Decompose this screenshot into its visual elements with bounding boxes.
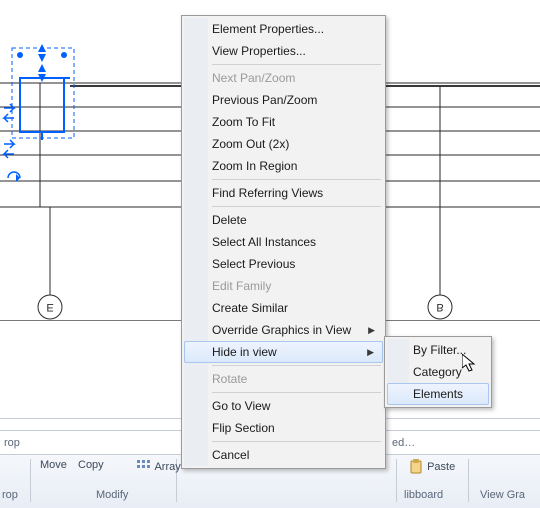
submenu-arrow-icon: ▶ (368, 319, 375, 341)
menu-item-next-pan-zoom: Next Pan/Zoom (184, 67, 383, 89)
grid-bubble: B (428, 295, 452, 319)
ribbon-panel-label: rop (2, 489, 18, 501)
ribbon-button[interactable]: Array (136, 459, 181, 475)
context-menu: Element Properties... View Properties...… (181, 15, 386, 469)
menu-item-edit-family: Edit Family (184, 275, 383, 297)
menu-item-hide-in-view[interactable]: Hide in view▶ (184, 341, 383, 363)
ribbon-button[interactable]: Copy (78, 459, 104, 471)
drag-arrow-icon[interactable] (38, 44, 46, 62)
ribbon-panel-label: rop (4, 437, 20, 449)
drag-arrow-icon[interactable] (38, 64, 46, 82)
menu-item-select-all-instances[interactable]: Select All Instances (184, 231, 383, 253)
submenu-item-elements[interactable]: Elements (387, 383, 489, 405)
menu-item-cancel[interactable]: Cancel (184, 444, 383, 466)
selected-element[interactable] (20, 78, 64, 132)
menu-item-go-to-view[interactable]: Go to View (184, 395, 383, 417)
menu-item-rotate: Rotate (184, 368, 383, 390)
array-icon (136, 459, 152, 475)
svg-text:B: B (436, 301, 443, 313)
menu-item-view-properties[interactable]: View Properties... (184, 40, 383, 62)
ribbon-panel-label: View Gra (480, 489, 525, 501)
menu-item-zoom-to-fit[interactable]: Zoom To Fit (184, 111, 383, 133)
ribbon-panel-label: ed… (392, 437, 415, 449)
menu-item-zoom-in-region[interactable]: Zoom In Region (184, 155, 383, 177)
menu-item-zoom-out-2x[interactable]: Zoom Out (2x) (184, 133, 383, 155)
svg-text:E: E (46, 301, 53, 313)
ribbon-button[interactable]: Move (40, 459, 67, 471)
menu-item-create-similar[interactable]: Create Similar (184, 297, 383, 319)
ribbon-panel-label: libboard (404, 489, 443, 501)
menu-item-flip-section[interactable]: Flip Section (184, 417, 383, 439)
grip-handle[interactable] (61, 52, 67, 58)
menu-item-override-graphics[interactable]: Override Graphics in View▶ (184, 319, 383, 341)
menu-item-delete[interactable]: Delete (184, 209, 383, 231)
grip-handle[interactable] (17, 52, 23, 58)
submenu-hide-in-view: By Filter... Category Elements (384, 336, 492, 408)
menu-item-element-properties[interactable]: Element Properties... (184, 18, 383, 40)
submenu-item-category[interactable]: Category (387, 361, 489, 383)
submenu-arrow-icon: ▶ (367, 342, 374, 362)
ribbon-panel-label: Modify (96, 489, 128, 501)
grid-bubble: E (38, 295, 62, 319)
paste-button[interactable]: Paste (408, 459, 455, 475)
menu-item-find-referring-views[interactable]: Find Referring Views (184, 182, 383, 204)
menu-item-select-previous[interactable]: Select Previous (184, 253, 383, 275)
paste-icon (408, 459, 424, 475)
submenu-item-by-filter[interactable]: By Filter... (387, 339, 489, 361)
menu-item-previous-pan-zoom[interactable]: Previous Pan/Zoom (184, 89, 383, 111)
